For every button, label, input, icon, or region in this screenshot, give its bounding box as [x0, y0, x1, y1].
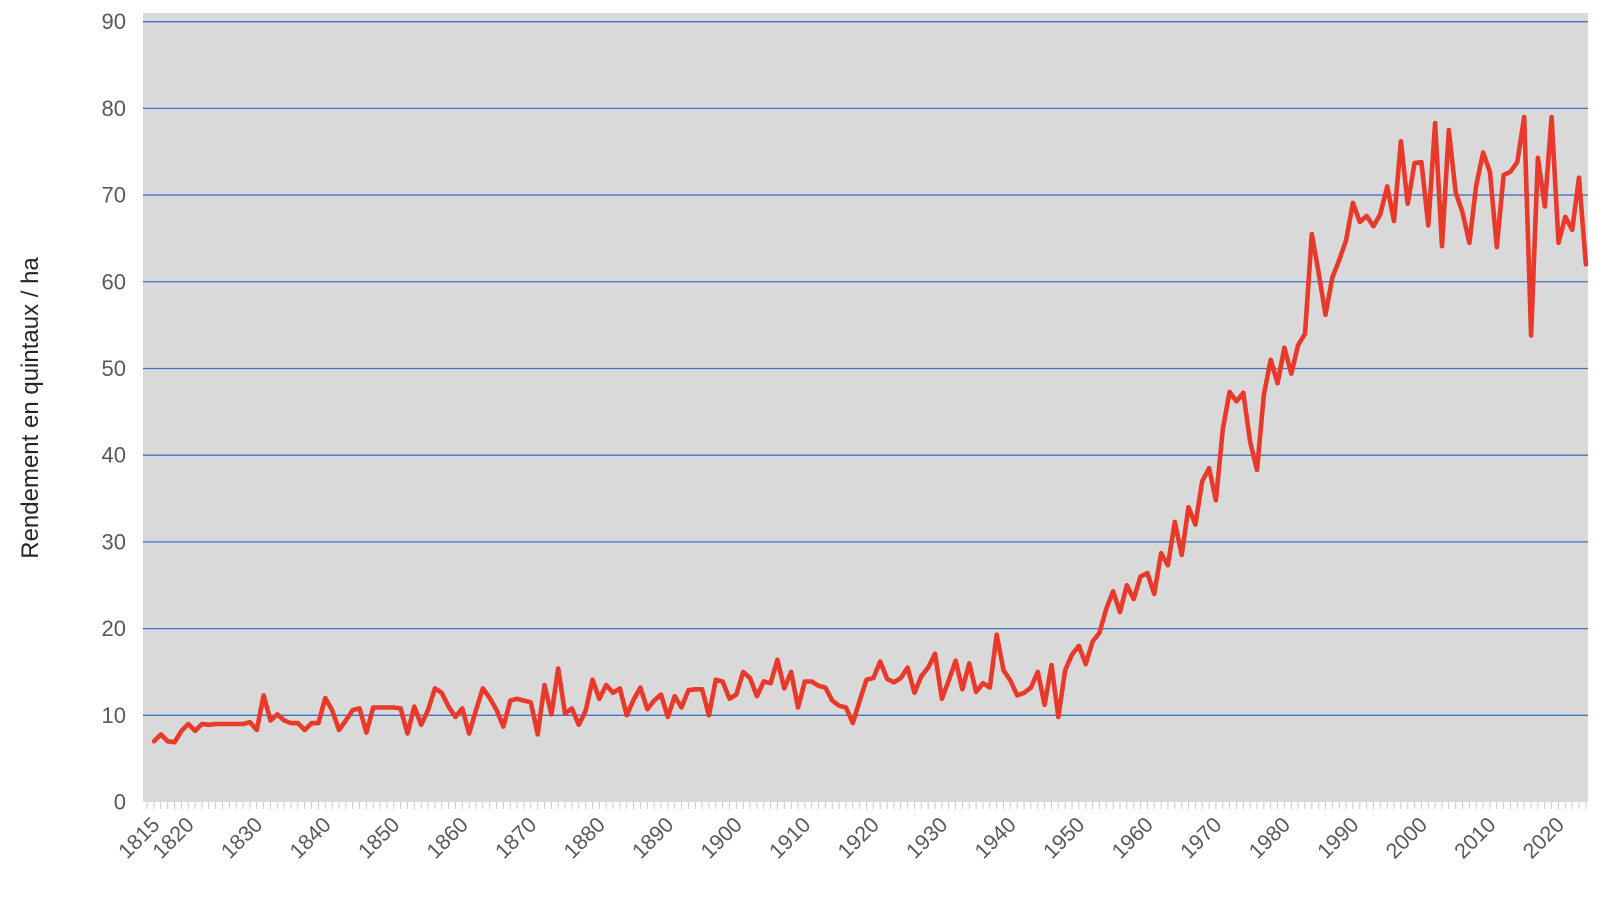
y-tick-label-60: 60 [102, 269, 126, 294]
y-tick-label-20: 20 [102, 616, 126, 641]
y-tick-label-70: 70 [102, 183, 126, 208]
x-tick-label-1830: 1830 [216, 813, 267, 864]
x-tick-label-1950: 1950 [1039, 813, 1090, 864]
x-tick-label-1960: 1960 [1107, 813, 1158, 864]
x-minor-ticks-group [146, 802, 1587, 809]
x-tick-label-1850: 1850 [354, 813, 405, 864]
yield-series-line [151, 114, 1589, 745]
y-tick-label-30: 30 [102, 529, 126, 554]
x-tick-label-1980: 1980 [1244, 813, 1295, 864]
x-tick-label-1820: 1820 [148, 813, 199, 864]
x-tick-label-2010: 2010 [1450, 813, 1501, 864]
x-tick-label-1890: 1890 [628, 813, 679, 864]
x-tick-label-1940: 1940 [970, 813, 1021, 864]
x-tick-label-1930: 1930 [902, 813, 953, 864]
x-tick-label-1910: 1910 [765, 813, 816, 864]
x-tick-label-1920: 1920 [833, 813, 884, 864]
y-tick-labels-group: 0 10 20 30 40 50 60 70 80 90 [102, 9, 126, 814]
x-tick-label-1970: 1970 [1176, 813, 1227, 864]
x-tick-label-2000: 2000 [1381, 813, 1432, 864]
y-tick-label-10: 10 [102, 703, 126, 728]
y-tick-label-80: 80 [102, 96, 126, 121]
y-tick-label-50: 50 [102, 356, 126, 381]
y-axis-title: Rendement en quintaux / ha [17, 257, 44, 559]
gridlines-group [143, 21, 1588, 716]
plot-area [143, 13, 1588, 802]
x-tick-label-1840: 1840 [285, 813, 336, 864]
y-tick-label-90: 90 [102, 9, 126, 34]
x-tick-label-1880: 1880 [559, 813, 610, 864]
y-tick-label-40: 40 [102, 443, 126, 468]
x-tick-label-1870: 1870 [491, 813, 542, 864]
x-tick-label-2020: 2020 [1518, 813, 1569, 864]
x-tick-label-1860: 1860 [422, 813, 473, 864]
y-tick-label-0: 0 [114, 790, 126, 815]
data-series-group [151, 114, 1589, 745]
x-tick-label-1990: 1990 [1313, 813, 1364, 864]
x-tick-label-1900: 1900 [696, 813, 747, 864]
